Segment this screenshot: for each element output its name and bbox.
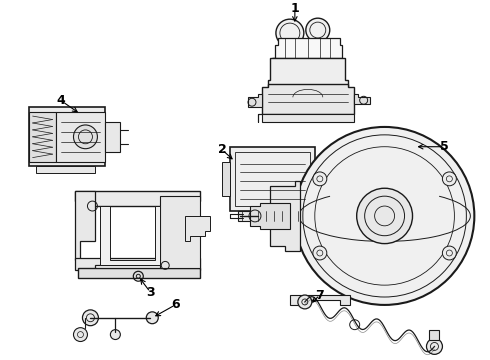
Circle shape: [110, 330, 121, 339]
Polygon shape: [268, 58, 348, 87]
Text: 5: 5: [440, 140, 449, 153]
Circle shape: [74, 328, 87, 342]
Polygon shape: [222, 162, 230, 196]
Text: 1: 1: [291, 2, 299, 15]
Polygon shape: [105, 122, 121, 152]
Text: 3: 3: [146, 285, 154, 298]
Text: 4: 4: [56, 94, 65, 107]
Circle shape: [442, 246, 456, 260]
Circle shape: [357, 188, 413, 244]
Circle shape: [295, 127, 474, 305]
Circle shape: [426, 338, 442, 354]
Text: 6: 6: [171, 298, 179, 311]
Circle shape: [313, 172, 327, 186]
Polygon shape: [315, 162, 323, 196]
Polygon shape: [290, 295, 350, 305]
Polygon shape: [78, 268, 200, 278]
Polygon shape: [230, 147, 315, 211]
Circle shape: [74, 125, 98, 149]
Polygon shape: [250, 203, 290, 229]
Circle shape: [82, 310, 98, 326]
Circle shape: [306, 18, 330, 42]
Polygon shape: [55, 112, 105, 162]
Polygon shape: [262, 85, 354, 114]
Polygon shape: [100, 206, 160, 265]
Polygon shape: [75, 191, 96, 260]
Circle shape: [313, 246, 327, 260]
Polygon shape: [36, 166, 96, 174]
Polygon shape: [354, 94, 369, 104]
Circle shape: [276, 19, 304, 47]
Polygon shape: [75, 191, 200, 206]
Polygon shape: [28, 112, 55, 162]
Polygon shape: [238, 211, 305, 221]
Polygon shape: [248, 94, 262, 107]
Text: 2: 2: [218, 143, 226, 156]
Polygon shape: [185, 216, 210, 240]
Text: 7: 7: [316, 288, 324, 302]
Circle shape: [298, 295, 312, 309]
Polygon shape: [270, 181, 300, 251]
Circle shape: [442, 172, 456, 186]
Circle shape: [147, 312, 158, 324]
Polygon shape: [258, 114, 354, 122]
Polygon shape: [160, 196, 200, 268]
Polygon shape: [75, 258, 200, 270]
Polygon shape: [28, 107, 105, 166]
Polygon shape: [272, 38, 342, 58]
Polygon shape: [429, 330, 440, 339]
